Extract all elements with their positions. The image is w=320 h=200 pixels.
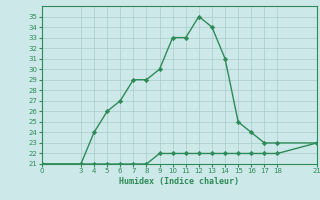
X-axis label: Humidex (Indice chaleur): Humidex (Indice chaleur) (119, 177, 239, 186)
